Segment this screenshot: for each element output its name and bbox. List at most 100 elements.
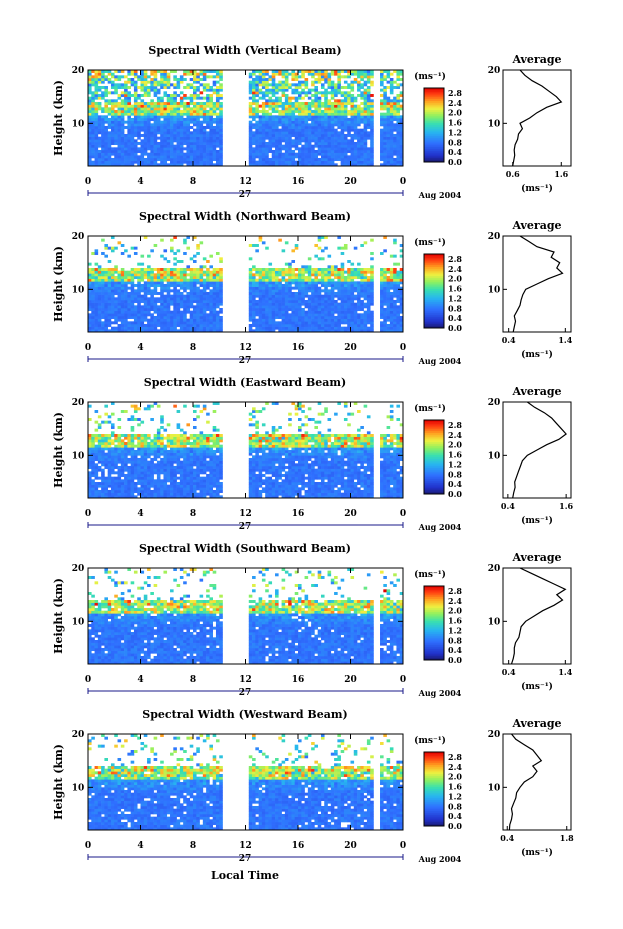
heatmap-cell [304,160,309,164]
heatmap-cell [212,158,217,161]
heatmap-cell [275,115,279,119]
heatmap-cell [104,305,108,309]
heatmap-cell [291,152,296,156]
heatmap-cell [383,284,387,287]
heatmap-cell [366,115,371,119]
heatmap-cell [143,150,148,153]
heatmap-cell [278,72,282,76]
heatmap-cell [265,120,269,124]
heatmap-cell [91,316,95,319]
heatmap-cell [389,329,394,333]
heatmap-cell [156,144,161,148]
heatmap-cell [278,86,282,89]
heatmap-cell [147,80,151,84]
heatmap-cell [160,273,164,277]
heatmap-cell [370,257,374,261]
heatmap-cell [363,294,368,298]
heatmap-cell [219,118,223,121]
heatmap-cell [91,466,95,469]
heatmap-cell [110,302,115,306]
heatmap-cell [219,88,223,92]
heatmap-cell [278,88,282,92]
heatmap-cell [311,102,315,105]
heatmap-cell [124,88,128,92]
heatmap-cell [298,96,302,100]
heatmap-cell [386,313,391,317]
heatmap-cell [166,102,171,105]
heatmap-cell [389,321,394,325]
heatmap-cell [386,284,391,287]
heatmap-cell [360,281,364,285]
heatmap-cell [311,94,315,97]
heatmap-cell [179,112,184,116]
heatmap-cell [117,292,122,295]
heatmap-cell [183,273,187,277]
heatmap-cell [179,305,184,309]
heatmap-cell [206,305,210,309]
heatmap-cell [176,289,181,293]
heatmap-cell [363,139,368,143]
heatmap-cell [212,310,217,314]
heatmap-cell [189,102,194,105]
heatmap-cell [193,144,197,148]
heatmap-cell [133,300,138,303]
heatmap-cell [393,152,397,156]
heatmap-cell [104,99,108,103]
heatmap-cell [360,276,364,279]
heatmap-cell [363,318,368,322]
heatmap-cell [288,86,292,89]
heatmap-cell [110,136,115,140]
heatmap-cell [107,155,112,159]
heatmap-cell [163,104,168,108]
heatmap-cell [350,123,355,127]
heatmap-cell [104,284,108,287]
heatmap-cell [156,118,161,121]
heatmap-cell [120,270,125,274]
heatmap-cell [206,321,210,325]
heatmap-cell [97,139,102,143]
heatmap-cell [360,318,364,322]
heatmap-cell [275,150,279,153]
heatmap-cell [314,96,318,100]
heatmap-cell [110,75,115,79]
heatmap-cell [288,120,292,124]
heatmap-cell [176,276,181,279]
heatmap-cell [163,273,168,277]
heatmap-cell [334,284,338,287]
heatmap-cell [160,150,164,153]
heatmap-cell [320,83,325,87]
heatmap-cell [173,115,177,119]
heatmap-cell [88,86,92,89]
heatmap-cell [327,144,332,148]
heatmap-cell [94,313,99,317]
heatmap-cell [399,160,404,164]
heatmap-cell [160,72,164,76]
day-label: 27 [239,190,252,200]
heatmap-cell [153,112,158,116]
heatmap-cell [366,300,371,303]
heatmap-cell [363,88,368,92]
heatmap-cell [150,115,154,119]
heatmap-cell [265,289,269,293]
heatmap-cell [311,139,315,143]
heatmap-cell [101,152,105,156]
heatmap-cell [160,321,164,325]
heatmap-cell [206,96,210,100]
heatmap-cell [143,292,148,295]
heatmap-cell [353,70,358,73]
heatmap-cell [114,276,118,279]
heatmap-cell [337,126,341,129]
heatmap-cell [340,70,345,73]
heatmap-cell [347,96,351,100]
heatmap-cell [258,305,263,309]
heatmap-cell [91,278,95,282]
heatmap-cell [101,278,105,282]
heatmap-cell [304,107,309,111]
heatmap-cell [291,91,296,95]
heatmap-cell [265,318,269,322]
heatmap-cell [350,115,355,119]
heatmap-cell [193,318,197,322]
heatmap-cell [153,152,158,156]
heatmap-cell [284,313,289,317]
heatmap-cell [189,300,194,303]
